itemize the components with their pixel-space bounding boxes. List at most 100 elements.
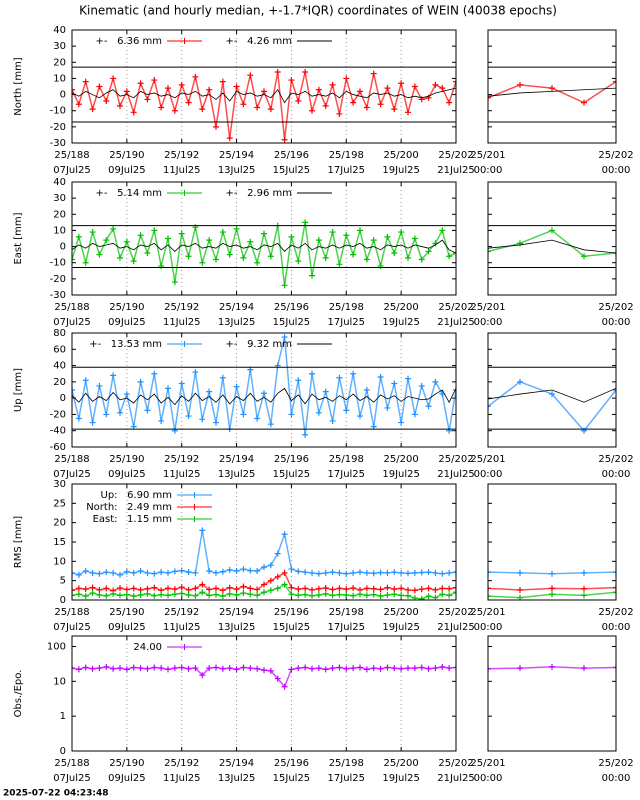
x-tick-label: 25/196 — [274, 758, 309, 769]
data-point — [363, 592, 370, 599]
data-point — [425, 585, 432, 592]
data-point — [411, 235, 418, 242]
data-point — [158, 104, 165, 111]
data-point — [96, 665, 103, 672]
y-tick-label: 0 — [60, 393, 66, 404]
data-point — [446, 585, 453, 592]
x-tick-sublabel: 11Jul25 — [163, 165, 201, 176]
data-point — [96, 83, 103, 90]
x-tick-sublabel: 17Jul25 — [328, 469, 366, 480]
data-point — [309, 107, 315, 114]
x-tick-sublabel: 07Jul25 — [53, 317, 91, 328]
data-point — [72, 587, 75, 594]
x-tick-label: 25/201 — [470, 758, 505, 769]
data-point — [398, 592, 405, 599]
data-point — [151, 77, 158, 84]
data-point — [72, 86, 75, 93]
x-tick-sublabel: 09Jul25 — [108, 622, 146, 633]
data-point — [254, 259, 261, 266]
data-point — [405, 254, 411, 261]
data-point — [137, 80, 144, 87]
data-point — [123, 568, 130, 575]
data-point — [82, 78, 89, 85]
data-point — [446, 569, 453, 576]
y-tick-label: 0 — [60, 90, 66, 101]
data-point — [261, 88, 267, 95]
data-point — [398, 665, 405, 672]
data-point — [418, 664, 425, 671]
data-point — [281, 136, 288, 143]
y-tick-label: 5 — [60, 576, 66, 587]
data-point — [391, 586, 398, 593]
data-point — [165, 569, 171, 576]
data-point — [165, 85, 171, 92]
data-point — [488, 569, 491, 576]
data-point — [370, 570, 377, 577]
data-point — [488, 248, 491, 255]
plot-frame — [71, 332, 457, 448]
data-point — [425, 403, 432, 410]
data-point — [425, 94, 432, 101]
data-point — [384, 591, 391, 598]
y-tick-label: -40 — [50, 426, 66, 437]
data-point — [613, 569, 616, 576]
data-point — [453, 78, 456, 85]
data-point — [151, 370, 158, 377]
data-point — [350, 585, 357, 592]
data-point — [206, 86, 213, 93]
data-point — [274, 550, 281, 557]
data-point — [336, 664, 343, 671]
timestamp: 2025-07-22 04:23:48 — [3, 789, 108, 799]
data-point — [295, 258, 302, 265]
series-trace — [488, 81, 616, 104]
data-point — [329, 417, 336, 424]
data-point — [137, 665, 144, 672]
data-point — [123, 591, 130, 598]
x-tick-label: 25/196 — [274, 454, 309, 465]
data-point — [315, 591, 322, 598]
legend-label: +- 13.53 mm — [89, 339, 162, 350]
data-point — [329, 569, 336, 576]
x-tick-label: 25/202 — [438, 150, 473, 161]
y-tick-label: 10 — [53, 556, 66, 567]
data-point — [103, 569, 110, 576]
x-tick-label: 25/198 — [329, 454, 364, 465]
y-axis-label: East [mm] — [13, 212, 24, 264]
x-tick-sublabel: 00:00 — [474, 622, 503, 633]
data-point — [89, 106, 96, 113]
x-tick-sublabel: 00:00 — [474, 469, 503, 480]
data-point — [130, 258, 137, 265]
x-tick-sublabel: 09Jul25 — [108, 773, 146, 784]
data-point — [370, 585, 377, 592]
legend-label: 24.00 — [133, 642, 162, 653]
y-tick-label: -10 — [50, 258, 66, 269]
data-point — [151, 227, 158, 234]
data-point — [233, 83, 240, 90]
data-point — [123, 666, 130, 673]
data-point — [613, 664, 616, 671]
data-point — [213, 256, 219, 263]
x-tick-sublabel: 13Jul25 — [218, 469, 256, 480]
data-point — [72, 569, 75, 576]
x-tick-label: 25/200 — [384, 150, 419, 161]
plot-frame — [487, 483, 617, 601]
x-tick-label: 25/192 — [164, 607, 199, 618]
data-point — [446, 99, 453, 106]
x-tick-sublabel: 17Jul25 — [328, 622, 366, 633]
legend-marker — [181, 644, 188, 650]
data-point — [254, 665, 261, 672]
data-point — [240, 101, 247, 108]
data-point — [240, 583, 247, 590]
data-point — [213, 569, 219, 576]
legend-marker — [181, 38, 188, 44]
data-point — [336, 591, 343, 598]
data-point — [398, 419, 405, 426]
data-point — [295, 592, 302, 599]
legend-label: +- 5.14 mm — [96, 188, 162, 199]
data-point — [363, 256, 370, 263]
data-point — [233, 383, 240, 390]
data-point — [226, 135, 233, 142]
data-point — [123, 391, 130, 398]
y-tick-label: 80 — [53, 328, 66, 339]
data-point — [233, 591, 240, 598]
